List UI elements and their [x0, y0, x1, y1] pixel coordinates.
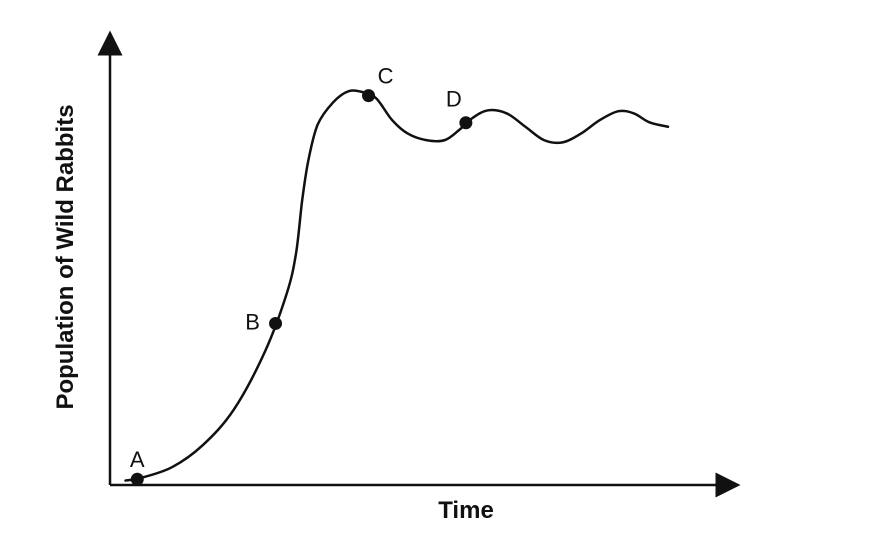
point-b-marker	[269, 316, 283, 330]
population-curve	[124, 89, 670, 482]
point-a: A	[130, 447, 145, 486]
point-d: D	[446, 87, 473, 130]
point-b: B	[245, 309, 283, 334]
data-points-layer: A B C D	[130, 63, 473, 486]
point-a-marker	[130, 472, 144, 486]
point-d-label: D	[446, 87, 462, 112]
point-a-label: A	[130, 447, 145, 472]
x-axis-label: Time	[438, 497, 494, 524]
y-axis-label: Population of Wild Rabbits	[52, 104, 79, 409]
point-b-label: B	[245, 309, 260, 334]
point-c-label: C	[378, 63, 394, 88]
point-c-marker	[362, 89, 376, 103]
point-d-marker	[459, 116, 473, 130]
point-c: C	[362, 63, 394, 103]
